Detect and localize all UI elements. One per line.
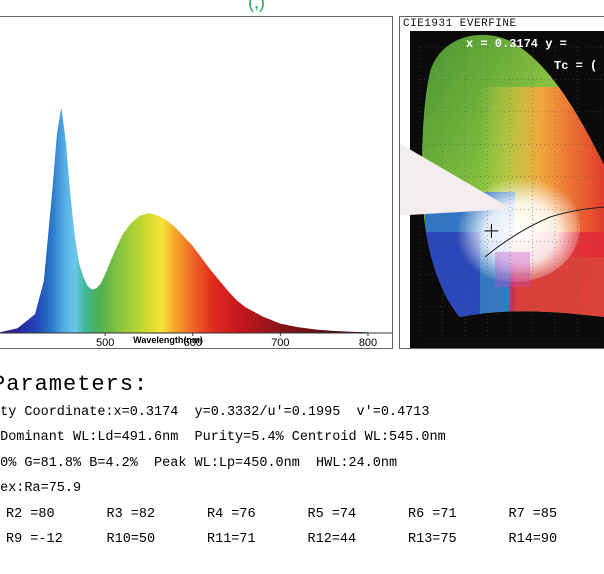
r-value: R10=50 [106,532,156,547]
r-value: R13=75 [408,532,457,547]
spectrum-area [0,107,368,334]
cie-cct-readout: Tc = ( [554,59,598,73]
spectrum-chart-panel: 500 600 700 800 Wavelength(nm) [0,16,393,349]
r-value: R2 =80 [6,507,55,522]
pointer-arrow [400,143,512,216]
parameters-heading: Parameters: [0,372,149,397]
r-value: R12=44 [307,532,357,547]
top-caption: (,) [248,0,265,12]
chromaticity-coordinate-line: ity Coordinate:x=0.3174 y=0.3332/u'=0.19… [0,405,430,420]
r-value: R5 =74 [307,507,357,522]
r-value: R3 =82 [106,507,156,522]
spectrum-tick-label: 600 [184,337,202,349]
cie-diagram-panel: CIE1931 EVERFINE x = 0.3174 y = Tc = ( [399,16,604,349]
spectrum-x-ticks: 500 600 700 800 [96,333,377,349]
r-value: R4 =76 [207,507,256,522]
spectrum-x-axis-label: Wavelength(nm) [133,335,203,345]
color-rendering-index-line: dex:Ra=75.9 [0,481,82,496]
r-value: R11=71 [207,532,256,547]
r-value: R7 =85 [508,507,558,522]
chromaticity-point-marker [484,223,499,238]
r-value: R14=90 [508,532,558,547]
cie-grid [419,46,604,340]
cie-diagram [400,31,604,348]
cie-diagram-title: CIE1931 EVERFINE [403,18,517,30]
cie-xy-readout: x = 0.3174 y = [466,37,567,51]
spectrum-tick-label: 500 [96,337,114,349]
dominant-wavelength-line: Dominant WL:Ld=491.6nm Purity=5.4% Centr… [0,430,446,445]
rgb-ratio-line: .0% G=81.8% B=4.2% Peak WL:Lp=450.0nm HW… [0,456,398,471]
r-value: R6 =71 [408,507,457,522]
spectrum-chart: 500 600 700 800 Wavelength(nm) [0,107,392,349]
planckian-locus [484,206,604,258]
spectrum-tick-label: 800 [359,337,377,349]
r-value: R9 =-12 [6,532,63,547]
spectrum-tick-label: 700 [271,337,289,349]
